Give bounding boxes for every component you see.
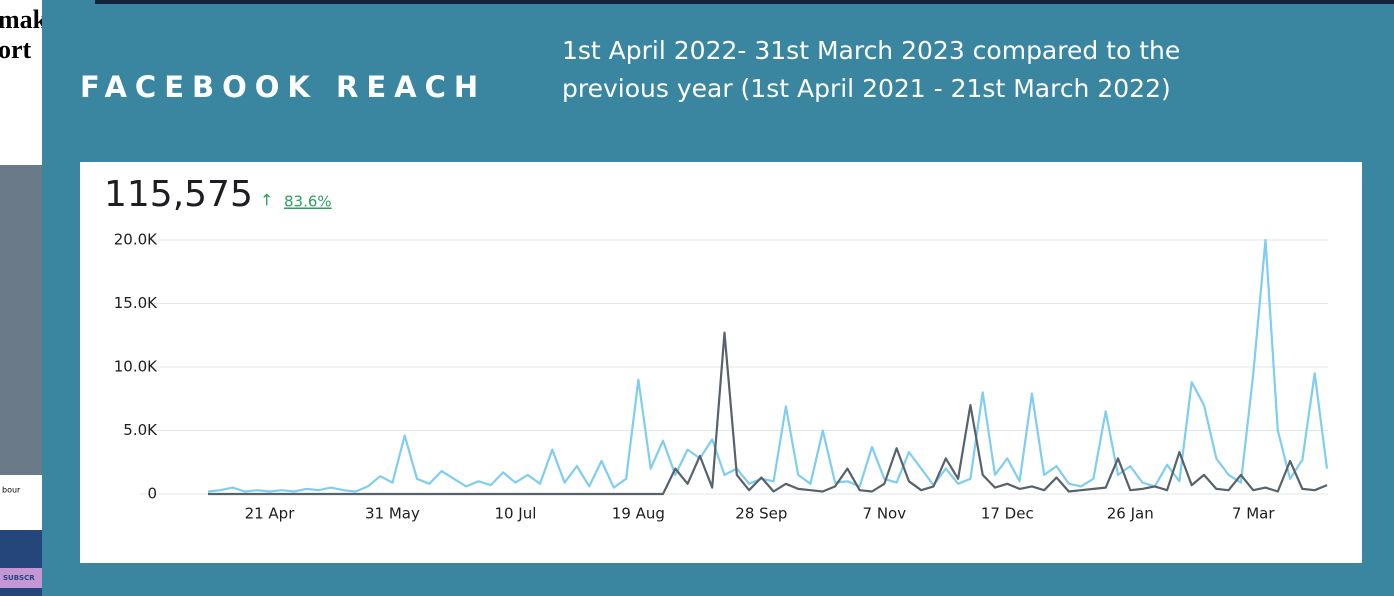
plot: 0 5.0K 10.0K 15.0K 20.0K 21 Apr 31 May 10 Jul 19… [114,231,1329,523]
x-tick-label: 26 Jan [1107,505,1154,523]
change-arrow: ↑ [260,191,273,210]
series-line [208,331,1328,496]
series-line [207,238,1329,493]
subtitle: previous year (1st April 2021 - 21st Mar… [562,74,1171,103]
side-text: mak [0,5,48,34]
x-tick-label: 7 Mar [1232,505,1275,523]
side-text: ort [0,35,32,64]
y-tick-label: 20.0K [114,231,158,249]
x-tick-label: 7 Nov [863,505,907,523]
side-photo [0,165,42,475]
y-tick-label: 10.0K [114,358,158,376]
x-tick-label: 21 Apr [245,505,296,523]
y-tick-label: 5.0K [123,421,158,439]
subtitle: 1st April 2022- 31st March 2023 compared… [562,36,1180,65]
x-tick-label: 28 Sep [735,505,787,523]
side-button [0,568,42,588]
slide-title: FACEBOOK REACH [80,70,486,104]
x-tick-label: 10 Jul [494,505,536,523]
top-band [95,0,1394,4]
side-text: bour [2,486,21,495]
y-tick-label: 0 [147,485,157,503]
y-tick-label: 15.0K [114,294,158,312]
chart-panel [80,162,1362,563]
change-value: 83.6% [284,193,332,211]
side-text: SUBSCR [3,574,35,582]
x-tick-label: 17 Dec [981,505,1034,523]
headline-value: 115,575 [104,174,253,215]
x-tick-label: 19 Aug [612,505,665,523]
x-tick-label: 31 May [365,505,420,523]
